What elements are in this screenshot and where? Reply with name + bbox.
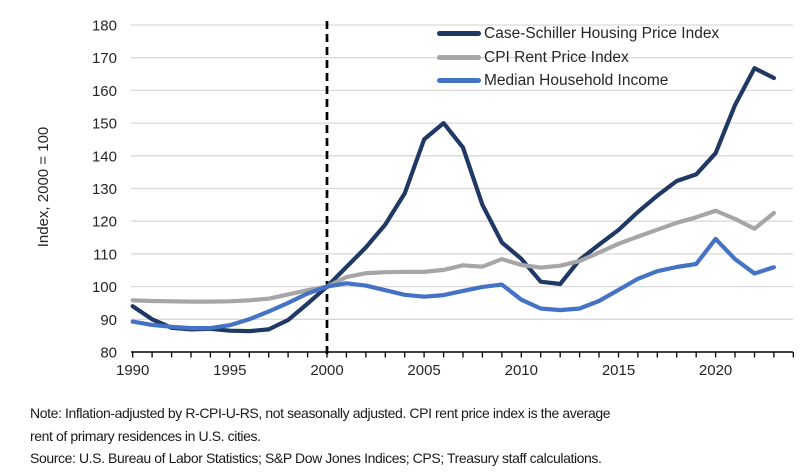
y-tick-label: 160 xyxy=(92,83,117,100)
x-tick-label: 1990 xyxy=(116,362,149,379)
legend-label: Median Household Income xyxy=(484,72,669,89)
x-tick-label: 1995 xyxy=(213,362,246,379)
x-tick-label: 2005 xyxy=(407,362,440,379)
y-tick-label: 80 xyxy=(100,345,117,362)
y-tick-label: 110 xyxy=(93,246,117,263)
note-text-line2: rent of primary residences in U.S. citie… xyxy=(30,427,261,444)
y-tick-label: 170 xyxy=(92,50,117,67)
legend: Case-Schiller Housing Price Index CPI Ren… xyxy=(437,22,719,93)
source-text: Source: U.S. Bureau of Labor Statistics;… xyxy=(30,450,602,466)
x-tick-label: 2000 xyxy=(310,362,343,379)
note-text-line1: Note: Inflation-adjusted by R-CPI-U-RS, … xyxy=(30,405,611,421)
series-line-1 xyxy=(130,208,777,304)
series-line-0 xyxy=(130,66,777,334)
legend-line-swatch xyxy=(437,31,481,37)
y-axis-title: Index, 2000 = 100 xyxy=(35,127,52,248)
x-tick-label: 2020 xyxy=(699,362,732,379)
legend-line-swatch xyxy=(437,54,481,60)
series-line-2 xyxy=(130,236,777,331)
legend-label: Case-Schiller Housing Price Index xyxy=(484,25,720,42)
y-tick-label: 90 xyxy=(100,312,117,329)
x-tick-label: 2010 xyxy=(505,362,538,379)
legend-item-2: Median Household Income xyxy=(437,69,719,93)
y-tick-label: 120 xyxy=(92,214,117,231)
y-tick-label: 100 xyxy=(92,279,117,296)
legend-line-swatch xyxy=(437,78,481,84)
legend-label: CPI Rent Price Index xyxy=(484,48,629,66)
legend-item-1: CPI Rent Price Index xyxy=(437,46,719,70)
legend-item-0: Case-Schiller Housing Price Index xyxy=(437,22,719,46)
y-tick-label: 140 xyxy=(92,148,117,165)
y-tick-label: 150 xyxy=(92,116,117,133)
chart-notes: Note: Inflation-adjusted by R-CPI-U-RS, … xyxy=(30,402,790,470)
y-tick-label: 180 xyxy=(92,18,117,35)
line-chart: 80 90 100 110 120 130 140 150 160 170 180 1990 1995 2… xyxy=(35,18,794,379)
x-tick-label: 2015 xyxy=(602,362,635,379)
y-tick-label: 130 xyxy=(92,181,117,198)
